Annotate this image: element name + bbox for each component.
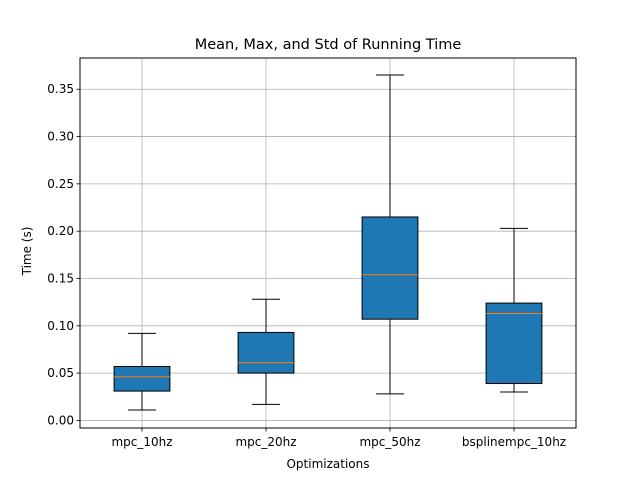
y-tick-label: 0.30 bbox=[47, 130, 74, 144]
x-tick-label: mpc_50hz bbox=[359, 435, 420, 449]
box-mpc_50hz bbox=[361, 74, 419, 395]
x-tick-label: mpc_10hz bbox=[111, 435, 172, 449]
ticks: 0.00 0.05 0.10 0.15 0.20 0.25 0.30 0.35 mpc_10hz… bbox=[47, 82, 566, 449]
y-axis-label: Time (s) bbox=[20, 227, 34, 277]
iqr-box bbox=[113, 365, 171, 392]
iqr-box bbox=[361, 216, 419, 320]
box-bsplinempc_10hz bbox=[485, 227, 543, 393]
box-mpc_20hz bbox=[237, 298, 295, 405]
y-tick-label: 0.25 bbox=[47, 177, 74, 191]
box-mpc_10hz bbox=[113, 332, 171, 411]
y-tick-label: 0.20 bbox=[47, 224, 74, 238]
x-tick-label: mpc_20hz bbox=[235, 435, 296, 449]
y-tick-label: 0.05 bbox=[47, 366, 74, 380]
chart-title: Mean, Max, and Std of Running Time bbox=[195, 37, 462, 53]
y-tick-label: 0.15 bbox=[47, 271, 74, 285]
y-tick-label: 0.35 bbox=[47, 82, 74, 96]
plot-area-frame bbox=[79, 57, 577, 429]
iqr-box bbox=[485, 302, 543, 385]
y-tick-label: 0.10 bbox=[47, 319, 74, 333]
iqr-box bbox=[237, 331, 295, 374]
y-tick-label: 0.00 bbox=[47, 413, 74, 427]
x-tick-label: bsplinempc_10hz bbox=[462, 435, 566, 449]
boxes bbox=[113, 74, 543, 411]
x-axis-label: Optimizations bbox=[286, 457, 369, 471]
